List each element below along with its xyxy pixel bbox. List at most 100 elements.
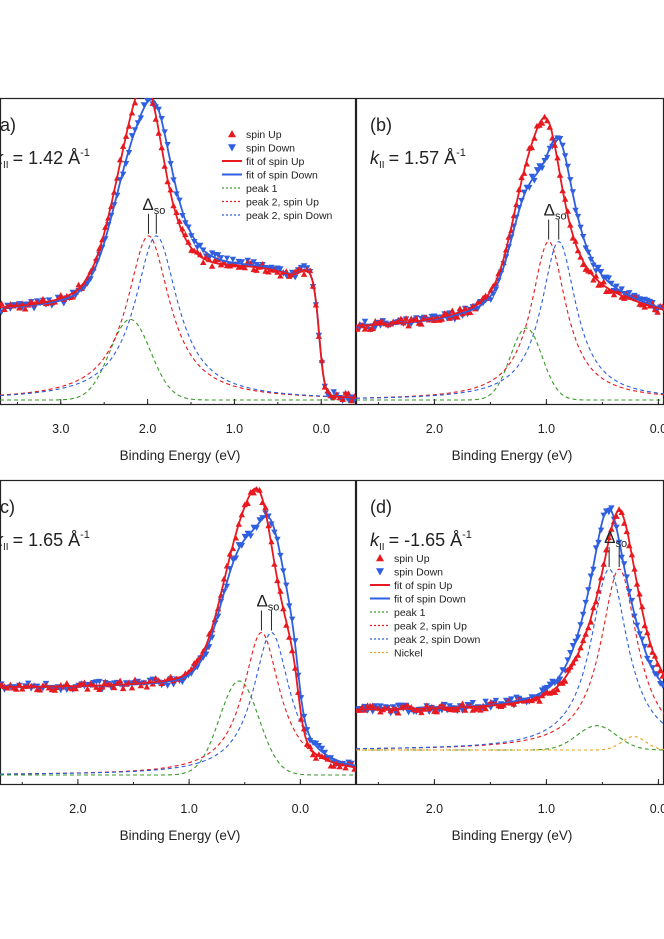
spin-up-marker [256,486,263,493]
peak-2-spin-down-curve [0,631,356,775]
spin-up-marker [641,303,648,310]
spin-up-marker [135,87,141,93]
spin-up-marker [397,315,405,322]
spin-down-marker [549,678,556,685]
spin-up-marker [16,681,23,688]
peak-1-curve [0,318,356,401]
spin-down-marker [330,389,337,395]
spin-up-marker [438,316,446,322]
peak-2-spin-up-curve [0,235,356,399]
spin-down-marker [277,266,284,273]
spin-down-marker [528,173,535,180]
spin-up-marker [659,672,664,679]
fit-spin-up-curve [0,487,356,769]
legend-entry: peak 2, spin Up [394,621,467,633]
legend-marker-spin-down [376,568,384,576]
spin-up-marker [72,685,79,692]
spin-down-marker [300,263,308,269]
momentum-label: kII = -1.65 Å-1 [370,529,472,553]
spin-up-marker [423,702,430,709]
legend-entry: spin Up [246,129,282,141]
legend-entry: peak 2, spin Down [394,634,481,646]
spin-down-marker [144,98,150,103]
legend-entry: fit of spin Down [246,170,318,182]
spin-down-marker [253,262,260,268]
spin-up-marker [348,397,355,404]
spin-up-marker [36,686,44,693]
legend-marker-spin-up [376,554,384,562]
x-tick-label: 1.0 [538,802,555,816]
x-tick-label: 3.0 [52,422,69,436]
plot-frame [0,479,357,786]
spin-up-marker [562,678,569,684]
spin-up-marker [147,90,153,96]
delta-so-label: Δso [604,528,627,550]
spin-up-marker [342,764,349,771]
spin-down-marker [469,700,476,706]
x-tick-label: 2.0 [139,422,156,436]
spin-up-marker [433,708,441,715]
spin-up-marker [144,78,150,84]
spin-down-marker [372,324,379,331]
spin-up-marker [16,304,23,311]
spin-up-marker [413,315,420,322]
spin-down-marker [492,286,500,293]
spin-up-marker [208,263,216,269]
spin-up-marker [116,677,124,684]
spin-down-marker [188,233,195,239]
spin-up-marker [78,285,85,291]
spin-up-marker [587,268,595,275]
spin-down-marker [546,681,553,688]
spin-up-marker [309,751,317,758]
spin-up-marker [143,683,150,690]
momentum-label: kII= 1.65 Å-1 [0,529,90,553]
spin-up-marker [138,78,144,84]
legend-entry: spin Down [246,143,295,155]
peak-1-curve [356,725,664,751]
panel-c: 2.0 1.0 0.0 Binding Energy (eV) (c) kII= 1.65… [0,479,357,843]
spin-down-marker [60,300,67,307]
peak-2-spin-down-curve [356,568,664,750]
spin-up-marker [188,665,195,672]
panel-letter: (b) [370,115,392,135]
spin-up-marker [1,306,8,312]
spin-up-marker [265,268,272,275]
spin-up-marker [621,295,628,301]
spin-up-marker [654,308,661,315]
spin-up-marker [482,705,489,712]
fit-spin-up-curve [356,509,664,711]
plot-area [0,76,356,404]
peak-1-curve [0,680,356,776]
spin-down-marker [96,678,103,685]
momentum-label: kII= 1.42 Å-1 [0,147,90,171]
legend-entry: Nickel [394,648,423,660]
spin-down-marker [377,703,384,710]
spin-down-marker [256,517,263,524]
spin-down-marker [618,286,625,293]
peak-2-spin-down-curve [356,241,664,399]
spin-up-marker [418,320,425,327]
delta-so-label: Δso [544,201,567,223]
x-axis-title: Binding Energy (eV) [452,448,573,463]
spin-up-marker [152,675,159,681]
peak-1-curve [356,327,664,401]
spin-down-marker [345,397,352,404]
spin-up-marker [554,686,561,693]
spin-down-marker [318,745,326,752]
spin-up-marker [277,587,284,594]
spin-up-marker [22,305,29,312]
x-tick-label: 0.0 [650,422,664,436]
spin-down-marker [626,290,633,296]
plot-area [356,113,664,401]
fit-spin-up-curve [356,116,664,327]
legend-entry: peak 1 [246,183,278,195]
spin-up-marker [141,76,147,82]
spin-down-marker [613,283,620,290]
spin-up-marker [93,684,100,690]
spin-down-marker [321,749,329,756]
spin-down-marker [595,264,602,271]
spin-up-marker [28,298,35,305]
spin-up-marker [277,272,284,279]
momentum-label: kII = 1.57 Å-1 [370,147,466,171]
